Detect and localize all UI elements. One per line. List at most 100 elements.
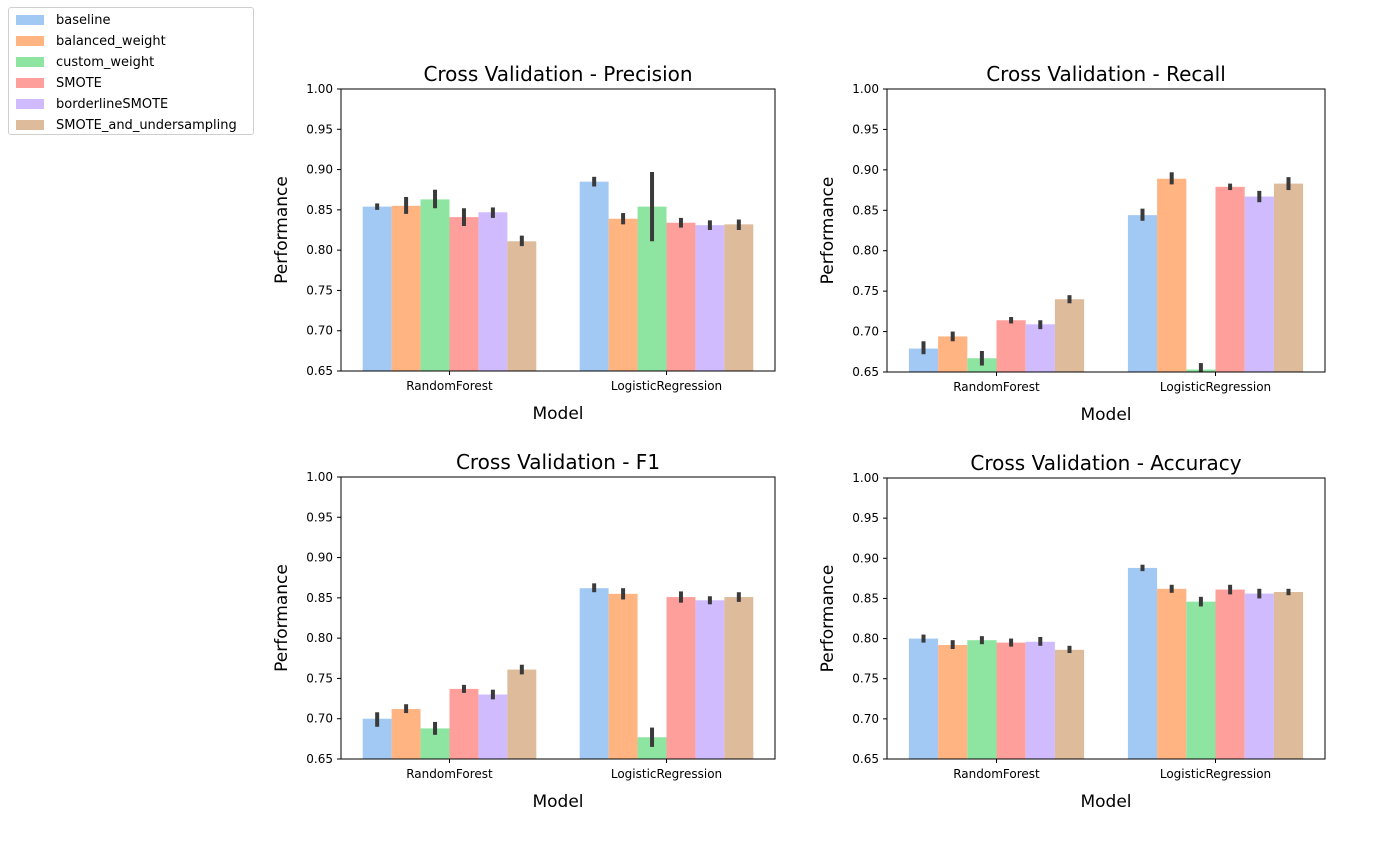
plot-frame xyxy=(340,88,776,372)
y-tick-label: 1.00 xyxy=(306,82,333,96)
y-tick-label: 0.80 xyxy=(852,244,879,258)
y-tick-label: 0.90 xyxy=(306,163,333,177)
y-tick-label: 0.65 xyxy=(852,752,879,766)
bar-balanced-weight-logisticregression xyxy=(608,593,638,759)
bar-custom-weight-logisticregression xyxy=(637,737,667,759)
bar-balanced-weight-randomforest xyxy=(938,644,968,759)
legend-swatch xyxy=(16,36,44,46)
bar-smote-and-undersampling-logisticregression xyxy=(724,224,754,371)
bar-custom-weight-logisticregression xyxy=(1186,601,1216,759)
y-tick-label: 0.70 xyxy=(306,712,333,726)
bar-smote-and-undersampling-logisticregression xyxy=(1273,592,1304,759)
bar-smote-and-undersampling-logisticregression xyxy=(1273,183,1304,372)
legend-label: SMOTE_and_undersampling xyxy=(56,117,237,133)
bar-smote-randomforest xyxy=(449,688,479,759)
legend-label: SMOTE xyxy=(56,75,102,91)
bar-smote-and-undersampling-randomforest xyxy=(507,241,537,371)
x-tick-label: LogisticRegression xyxy=(611,379,722,393)
x-axis-label: Model xyxy=(532,404,583,424)
bar-baseline-randomforest xyxy=(908,348,939,372)
chart-legend: baseline balanced_weight custom_weight S… xyxy=(8,7,254,135)
chart-panel-cross-validation-accuracy: 0.65 0.70 0.75 0.80 0.85 0.90 0.95 1.00 RandomFo… xyxy=(818,451,1326,812)
y-tick-label: 0.75 xyxy=(306,283,333,297)
bar-custom-weight-randomforest xyxy=(420,199,450,371)
bar-baseline-randomforest xyxy=(362,206,392,371)
bar-baseline-logisticregression xyxy=(1127,215,1158,372)
bar-balanced-weight-randomforest xyxy=(938,336,968,372)
x-axis-label: Model xyxy=(1080,405,1131,425)
y-axis-label: Performance xyxy=(818,177,838,285)
legend-item-custom-weight: custom_weight xyxy=(16,52,154,72)
bar-smote-and-undersampling-randomforest xyxy=(1054,299,1085,372)
y-tick-label: 0.85 xyxy=(306,591,333,605)
bar-balanced-weight-logisticregression xyxy=(608,218,638,371)
bar-baseline-logisticregression xyxy=(579,588,609,759)
legend-swatch xyxy=(16,15,44,25)
legend-label: borderlineSMOTE xyxy=(56,96,169,112)
y-tick-label: 0.95 xyxy=(306,122,333,136)
bar-smote-and-undersampling-randomforest xyxy=(1054,649,1085,759)
y-tick-label: 0.90 xyxy=(852,551,879,565)
legend-swatch xyxy=(16,99,44,109)
chart-title: Cross Validation - Accuracy xyxy=(970,451,1241,475)
y-tick-label: 0.95 xyxy=(306,510,333,524)
bar-smote-and-undersampling-logisticregression xyxy=(724,597,754,759)
legend-label: custom_weight xyxy=(56,54,155,70)
bar-smote-randomforest xyxy=(996,320,1026,372)
y-tick-label: 0.85 xyxy=(306,203,333,217)
bar-baseline-logisticregression xyxy=(579,181,609,371)
y-tick-label: 0.95 xyxy=(852,122,879,136)
plot-frame xyxy=(340,476,776,760)
y-tick-label: 0.80 xyxy=(306,243,333,257)
y-tick-label: 0.70 xyxy=(852,325,879,339)
bar-smote-logisticregression xyxy=(666,222,696,371)
x-tick-label: RandomForest xyxy=(953,380,1040,394)
x-tick-label: LogisticRegression xyxy=(611,767,722,781)
bar-smote-and-undersampling-randomforest xyxy=(507,669,537,759)
bar-smote-logisticregression xyxy=(1215,186,1245,372)
y-tick-label: 0.90 xyxy=(306,551,333,565)
y-tick-label: 0.75 xyxy=(852,672,879,686)
legend-label: balanced_weight xyxy=(56,33,166,49)
y-axis-label: Performance xyxy=(818,565,838,673)
y-tick-label: 0.90 xyxy=(852,163,879,177)
x-tick-label: RandomForest xyxy=(406,379,493,393)
bar-smote-logisticregression xyxy=(1215,589,1245,759)
bar-borderlinesmote-logisticregression xyxy=(695,225,725,371)
bar-smote-randomforest xyxy=(996,642,1026,759)
x-tick-label: LogisticRegression xyxy=(1160,380,1271,394)
bar-baseline-randomforest xyxy=(908,638,939,759)
bar-borderlinesmote-randomforest xyxy=(478,694,508,759)
bar-baseline-logisticregression xyxy=(1127,567,1158,759)
bar-borderlinesmote-logisticregression xyxy=(1244,593,1274,759)
legend-swatch xyxy=(16,57,44,67)
x-axis-label: Model xyxy=(1080,792,1131,812)
y-axis-label: Performance xyxy=(272,564,292,672)
chart-title: Cross Validation - F1 xyxy=(456,450,660,474)
bar-borderlinesmote-randomforest xyxy=(1025,324,1055,372)
bar-balanced-weight-logisticregression xyxy=(1157,178,1187,372)
chart-panel-cross-validation-f1: 0.65 0.70 0.75 0.80 0.85 0.90 0.95 1.00 RandomFo… xyxy=(272,450,776,812)
legend-item-smote: SMOTE xyxy=(16,73,102,93)
y-tick-label: 0.70 xyxy=(306,324,333,338)
y-tick-label: 1.00 xyxy=(852,471,879,485)
plot-frame xyxy=(886,477,1326,760)
legend-swatch xyxy=(16,120,44,130)
x-tick-label: LogisticRegression xyxy=(1160,767,1271,781)
chart-panel-cross-validation-precision: 0.65 0.70 0.75 0.80 0.85 0.90 0.95 1.00 RandomFo… xyxy=(272,62,776,424)
y-tick-label: 0.75 xyxy=(852,284,879,298)
y-tick-label: 0.70 xyxy=(852,712,879,726)
chart-panel-cross-validation-recall: 0.65 0.70 0.75 0.80 0.85 0.90 0.95 1.00 RandomFo… xyxy=(818,62,1326,425)
x-tick-label: RandomForest xyxy=(406,767,493,781)
y-tick-label: 0.75 xyxy=(306,671,333,685)
y-tick-label: 0.85 xyxy=(852,203,879,217)
y-tick-label: 0.95 xyxy=(852,511,879,525)
bar-borderlinesmote-randomforest xyxy=(1025,641,1055,759)
chart-title: Cross Validation - Precision xyxy=(423,62,692,86)
legend-swatch xyxy=(16,78,44,88)
y-axis-label: Performance xyxy=(272,176,292,284)
y-tick-label: 0.80 xyxy=(306,631,333,645)
bar-custom-weight-randomforest xyxy=(967,640,997,759)
x-tick-label: RandomForest xyxy=(953,767,1040,781)
